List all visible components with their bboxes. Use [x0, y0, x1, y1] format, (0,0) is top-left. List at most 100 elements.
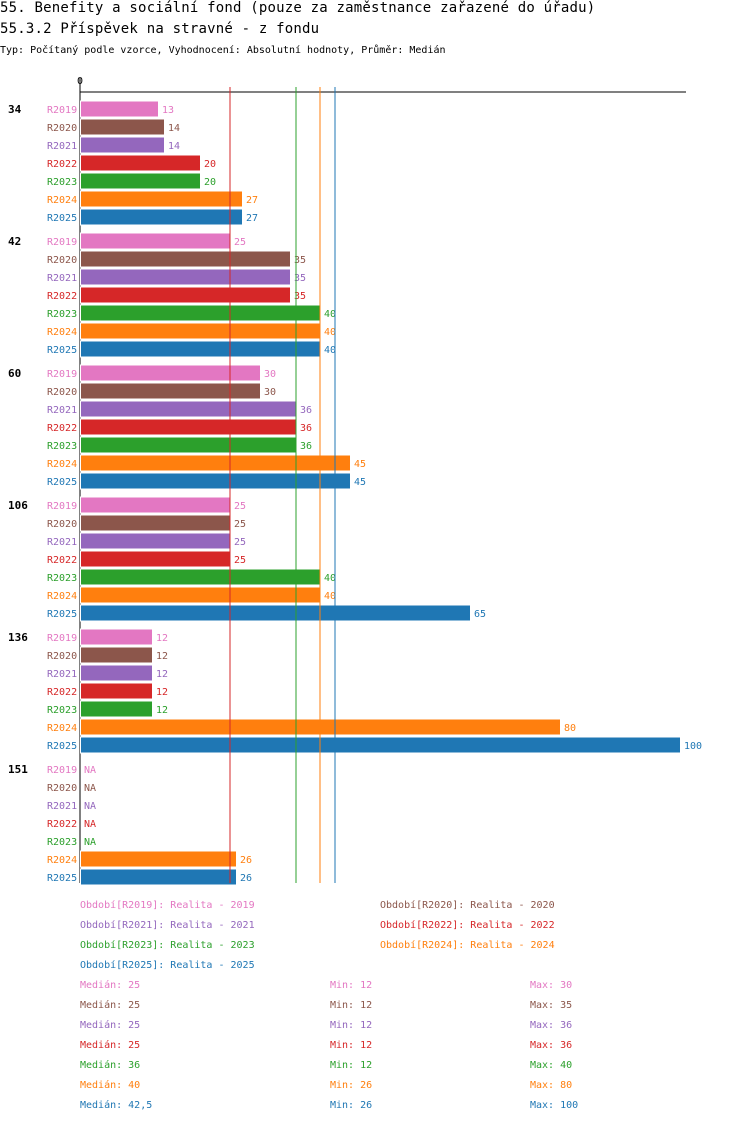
row-label: R2023 — [47, 705, 77, 716]
bar — [80, 322, 321, 340]
row-label: R2022 — [47, 819, 77, 830]
value-label: 65 — [474, 609, 486, 620]
value-label: 12 — [156, 687, 168, 698]
bar — [80, 550, 231, 568]
stat-min: Min: 12 — [330, 980, 373, 991]
stat-min: Min: 26 — [330, 1100, 373, 1111]
row-label: R2021 — [47, 537, 77, 548]
bar — [80, 340, 321, 358]
value-label: 26 — [240, 855, 252, 866]
value-label: 12 — [156, 651, 168, 662]
value-label: 45 — [354, 477, 366, 488]
row-label: R2019 — [47, 633, 77, 644]
legend-item: Období[R2019]: Realita - 2019 — [80, 900, 255, 911]
bar — [80, 700, 153, 718]
row-label: R2022 — [47, 555, 77, 566]
bar — [80, 514, 231, 532]
row-label: R2021 — [47, 669, 77, 680]
stat-median: Medián: 25 — [80, 1000, 141, 1011]
row-label: R2024 — [47, 591, 77, 602]
row-label: R2019 — [47, 501, 77, 512]
stat-min: Min: 12 — [330, 1060, 373, 1071]
value-label: 30 — [264, 369, 276, 380]
value-label: 12 — [156, 669, 168, 680]
bar — [80, 682, 153, 700]
row-label: R2023 — [47, 573, 77, 584]
row-label: R2020 — [47, 783, 77, 794]
group-label: 34 — [8, 103, 22, 116]
bar — [80, 154, 201, 172]
row-label: R2021 — [47, 801, 77, 812]
value-label: 40 — [324, 591, 336, 602]
value-label: 27 — [246, 213, 258, 224]
group-label: 42 — [8, 235, 21, 248]
row-label: R2019 — [47, 105, 77, 116]
bar — [80, 208, 243, 226]
row-label: R2019 — [47, 237, 77, 248]
legend-item: Období[R2023]: Realita - 2023 — [80, 940, 255, 951]
row-label: R2024 — [47, 327, 77, 338]
value-label: 25 — [234, 555, 246, 566]
value-label: 12 — [156, 633, 168, 644]
chart-section-title: 55. Benefity a sociální fond (pouze za z… — [0, 0, 596, 16]
bar — [80, 232, 231, 250]
value-label: 35 — [294, 273, 306, 284]
value-label: 36 — [300, 441, 312, 452]
row-label: R2020 — [47, 651, 77, 662]
value-label: NA — [84, 783, 96, 794]
row-label: R2025 — [47, 741, 77, 752]
bar — [80, 664, 153, 682]
legend-item: Období[R2024]: Realita - 2024 — [380, 940, 555, 951]
bar — [80, 850, 237, 868]
bar — [80, 454, 351, 472]
bar — [80, 436, 297, 454]
row-label: R2022 — [47, 687, 77, 698]
stat-max: Max: 36 — [530, 1040, 573, 1051]
stat-max: Max: 30 — [530, 980, 573, 991]
value-label: 13 — [162, 105, 174, 116]
bar — [80, 100, 159, 118]
row-label: R2023 — [47, 837, 77, 848]
value-label: 25 — [234, 237, 246, 248]
value-label: 35 — [294, 255, 306, 266]
row-label: R2022 — [47, 159, 77, 170]
row-label: R2021 — [47, 273, 77, 284]
row-label: R2023 — [47, 177, 77, 188]
value-label: 40 — [324, 573, 336, 584]
value-label: 40 — [324, 309, 336, 320]
group-label: 106 — [8, 499, 28, 512]
bar — [80, 568, 321, 586]
value-label: 36 — [300, 423, 312, 434]
value-label: 26 — [240, 873, 252, 884]
bar — [80, 268, 291, 286]
row-label: R2024 — [47, 855, 77, 866]
value-label: 20 — [204, 177, 216, 188]
row-label: R2025 — [47, 345, 77, 356]
stat-min: Min: 12 — [330, 1000, 373, 1011]
value-label: 40 — [324, 327, 336, 338]
row-label: R2025 — [47, 477, 77, 488]
group-label: 151 — [8, 763, 28, 776]
value-label: 14 — [168, 141, 180, 152]
legend-item: Období[R2020]: Realita - 2020 — [380, 900, 555, 911]
bar — [80, 586, 321, 604]
stat-min: Min: 26 — [330, 1080, 373, 1091]
row-label: R2021 — [47, 405, 77, 416]
bar — [80, 190, 243, 208]
bar — [80, 304, 321, 322]
x-tick-label: 0 — [77, 76, 83, 87]
stat-median: Medián: 40 — [80, 1080, 141, 1091]
bar — [80, 364, 261, 382]
value-label: 36 — [300, 405, 312, 416]
row-label: R2020 — [47, 123, 77, 134]
bar — [80, 628, 153, 646]
legend-item: Období[R2025]: Realita - 2025 — [80, 960, 255, 971]
value-label: 20 — [204, 159, 216, 170]
value-label: NA — [84, 801, 96, 812]
row-label: R2020 — [47, 387, 77, 398]
value-label: 40 — [324, 345, 336, 356]
chart-info: Typ: Počítaný podle vzorce, Vyhodnocení:… — [0, 45, 446, 56]
row-label: R2024 — [47, 723, 77, 734]
stat-median: Medián: 42,5 — [80, 1100, 153, 1111]
value-label: NA — [84, 765, 96, 776]
